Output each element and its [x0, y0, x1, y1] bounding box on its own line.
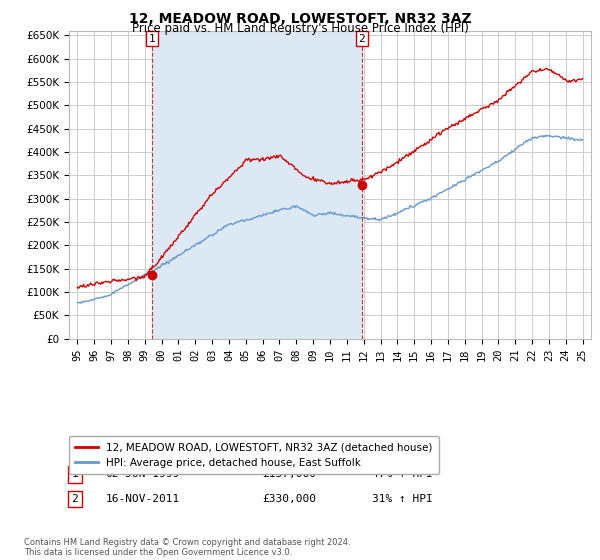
- Text: 12, MEADOW ROAD, LOWESTOFT, NR32 3AZ: 12, MEADOW ROAD, LOWESTOFT, NR32 3AZ: [128, 12, 472, 26]
- Text: 31% ↑ HPI: 31% ↑ HPI: [372, 494, 433, 504]
- Text: 1: 1: [71, 469, 79, 479]
- Bar: [152, 31, 362, 339]
- Text: £137,000: £137,000: [262, 469, 316, 479]
- Text: 1: 1: [148, 34, 155, 44]
- Text: £330,000: £330,000: [262, 494, 316, 504]
- Legend: 12, MEADOW ROAD, LOWESTOFT, NR32 3AZ (detached house), HPI: Average price, detac: 12, MEADOW ROAD, LOWESTOFT, NR32 3AZ (de…: [69, 436, 439, 474]
- Text: Contains HM Land Registry data © Crown copyright and database right 2024.
This d: Contains HM Land Registry data © Crown c…: [24, 538, 350, 557]
- Text: 16-NOV-2011: 16-NOV-2011: [106, 494, 180, 504]
- Text: 02-JUN-1999: 02-JUN-1999: [106, 469, 180, 479]
- Text: 47% ↑ HPI: 47% ↑ HPI: [372, 469, 433, 479]
- Text: 2: 2: [358, 34, 365, 44]
- Text: 2: 2: [71, 494, 79, 504]
- Text: Price paid vs. HM Land Registry's House Price Index (HPI): Price paid vs. HM Land Registry's House …: [131, 22, 469, 35]
